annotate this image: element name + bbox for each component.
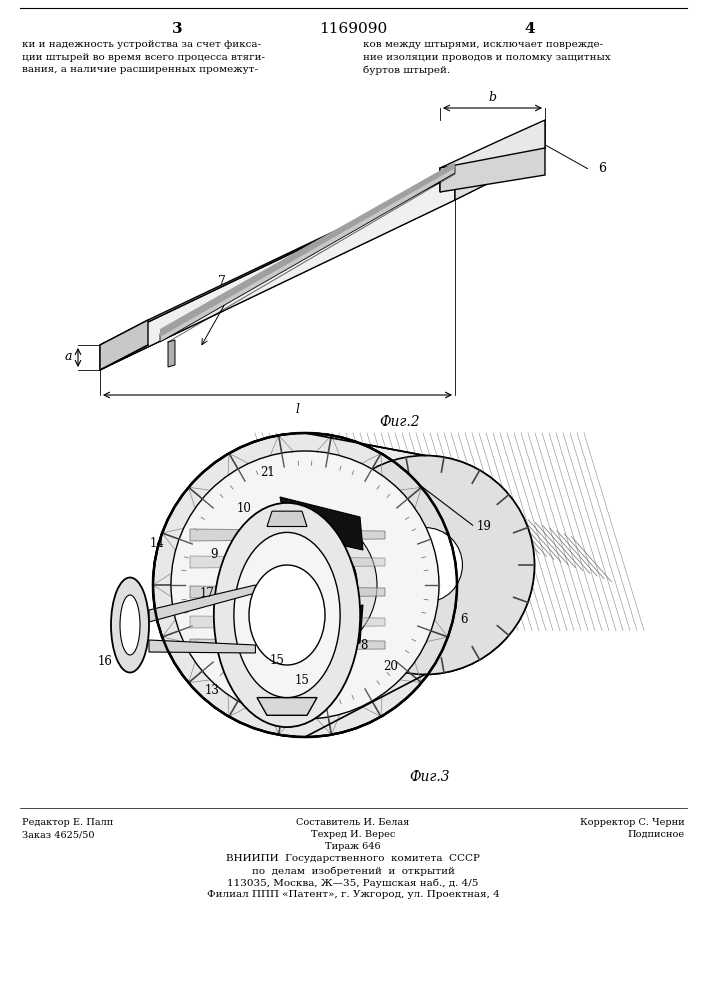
Polygon shape <box>160 162 455 337</box>
Polygon shape <box>190 616 385 628</box>
Text: Тираж 646: Тираж 646 <box>325 842 381 851</box>
Ellipse shape <box>171 451 439 719</box>
Ellipse shape <box>111 578 149 672</box>
Polygon shape <box>280 497 363 550</box>
Polygon shape <box>315 456 425 714</box>
Ellipse shape <box>253 533 357 637</box>
Text: 1169090: 1169090 <box>319 22 387 36</box>
Polygon shape <box>440 120 545 192</box>
Ellipse shape <box>253 533 357 637</box>
Polygon shape <box>267 511 307 526</box>
Text: Техред И. Верес: Техред И. Верес <box>311 830 395 839</box>
Text: 4: 4 <box>525 22 535 36</box>
Text: Фиг.3: Фиг.3 <box>409 770 450 784</box>
Polygon shape <box>160 165 455 342</box>
Polygon shape <box>168 340 175 367</box>
Polygon shape <box>190 639 385 651</box>
Text: 19: 19 <box>477 520 492 533</box>
Ellipse shape <box>215 495 395 675</box>
Text: a: a <box>64 351 71 363</box>
Text: 14: 14 <box>150 537 165 550</box>
Text: ки и надежность устройства за счет фикса-
ции штырей во время всего процесса втя: ки и надежность устройства за счет фикса… <box>22 40 265 74</box>
Ellipse shape <box>234 532 340 698</box>
Text: 15: 15 <box>270 654 285 667</box>
Text: 16: 16 <box>98 655 113 668</box>
Text: l: l <box>296 403 300 416</box>
Polygon shape <box>190 556 385 568</box>
Text: 9: 9 <box>210 548 218 561</box>
Text: 21: 21 <box>260 466 275 479</box>
Polygon shape <box>149 640 255 653</box>
Text: Составитель И. Белая: Составитель И. Белая <box>296 818 409 827</box>
Ellipse shape <box>153 433 457 737</box>
Text: 10: 10 <box>237 502 252 515</box>
Text: Подписное: Подписное <box>628 830 685 839</box>
Text: Заказ 4625/50: Заказ 4625/50 <box>22 830 95 839</box>
Polygon shape <box>100 320 148 370</box>
Text: 7: 7 <box>218 275 226 288</box>
Polygon shape <box>305 433 534 737</box>
Text: Корректор С. Черни: Корректор С. Черни <box>580 818 685 827</box>
Polygon shape <box>100 175 455 370</box>
Polygon shape <box>257 698 317 715</box>
Text: 13: 13 <box>205 684 220 697</box>
Text: 6: 6 <box>460 613 467 626</box>
Text: 20: 20 <box>383 660 398 673</box>
Polygon shape <box>440 148 545 192</box>
Polygon shape <box>100 175 505 370</box>
Polygon shape <box>283 605 363 655</box>
Text: по  делам  изобретений  и  открытий: по делам изобретений и открытий <box>252 866 455 876</box>
Polygon shape <box>190 586 385 598</box>
Text: Редактор Е. Палп: Редактор Е. Палп <box>22 818 113 827</box>
Ellipse shape <box>387 528 462 602</box>
Text: 8: 8 <box>360 639 368 652</box>
Ellipse shape <box>214 503 360 727</box>
Text: 15: 15 <box>295 674 310 687</box>
Polygon shape <box>455 150 505 200</box>
Text: 3: 3 <box>172 22 182 36</box>
Ellipse shape <box>120 595 140 655</box>
Text: Фиг.2: Фиг.2 <box>380 415 421 429</box>
Text: ков между штырями, исключает поврежде-
ние изоляции проводов и поломку защитных
: ков между штырями, исключает поврежде- н… <box>363 40 611 75</box>
Text: Филиал ППП «Патент», г. Ужгород, ул. Проектная, 4: Филиал ППП «Патент», г. Ужгород, ул. Про… <box>206 890 499 899</box>
Ellipse shape <box>315 456 534 674</box>
Text: b: b <box>489 91 496 104</box>
Text: 113035, Москва, Ж—35, Раушская наб., д. 4/5: 113035, Москва, Ж—35, Раушская наб., д. … <box>228 878 479 888</box>
Text: 6: 6 <box>598 161 606 174</box>
Polygon shape <box>100 150 505 345</box>
Polygon shape <box>149 585 255 622</box>
Polygon shape <box>190 529 385 541</box>
Ellipse shape <box>249 565 325 665</box>
Ellipse shape <box>233 513 377 657</box>
Ellipse shape <box>315 456 534 674</box>
Text: 17: 17 <box>200 587 215 600</box>
Text: ВНИИПИ  Государственного  комитета  СССР: ВНИИПИ Государственного комитета СССР <box>226 854 480 863</box>
